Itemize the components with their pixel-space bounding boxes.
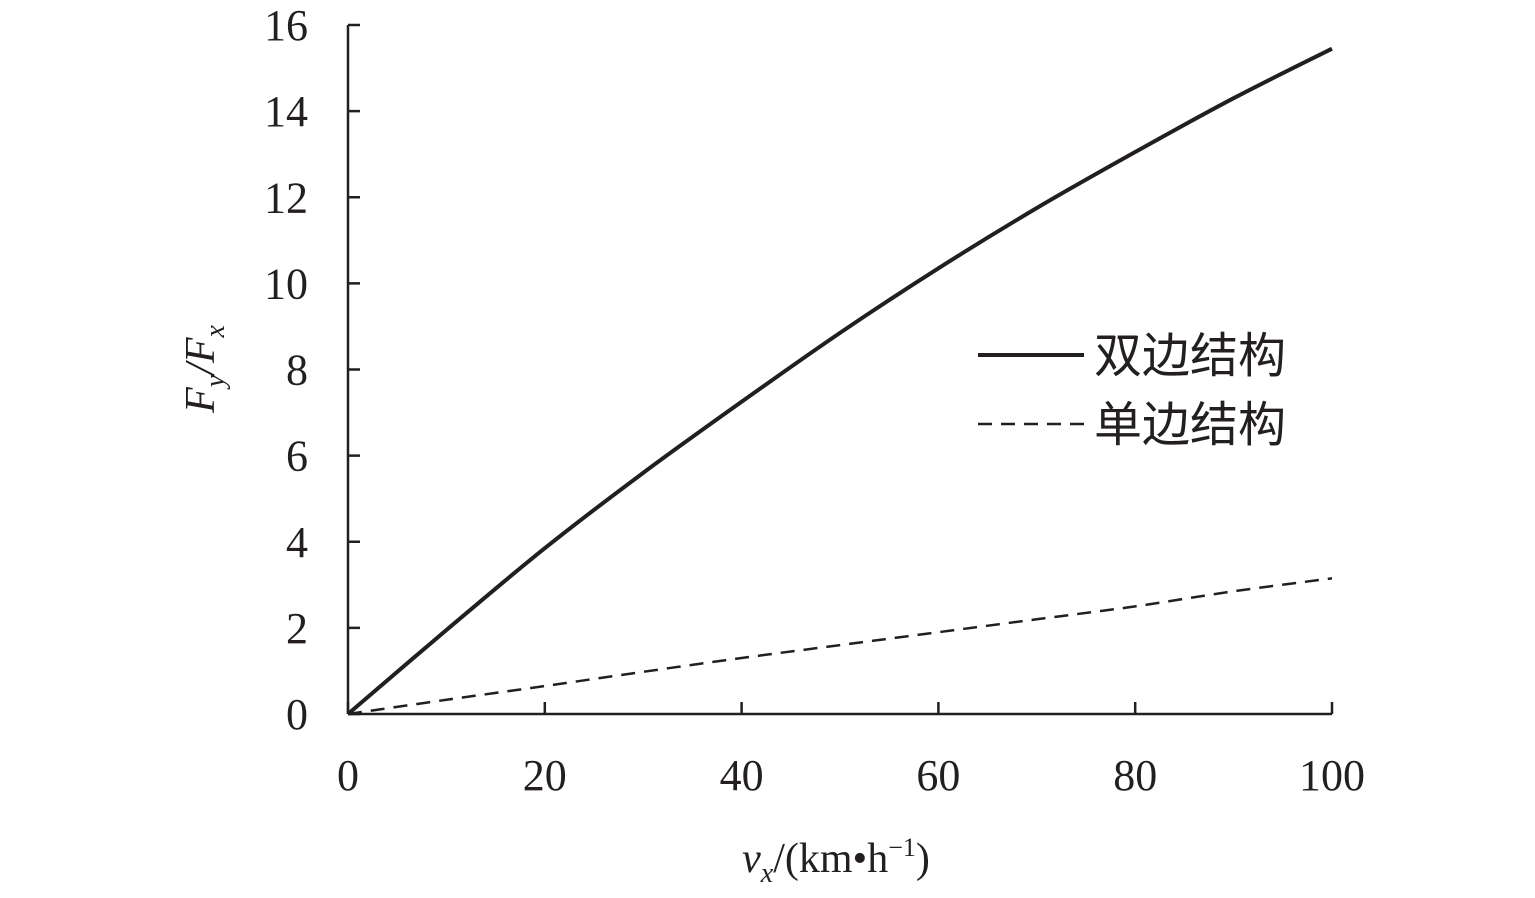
y-tick-label: 4 bbox=[286, 518, 308, 567]
series-line-double-sided bbox=[346, 46, 1333, 716]
y-tick-label: 12 bbox=[264, 173, 308, 222]
x-axis-label: vx/(km•h−1) bbox=[742, 833, 930, 889]
legend: 双边结构 单边结构 bbox=[978, 330, 1286, 452]
x-tick-label: 0 bbox=[337, 751, 359, 800]
y-tick-label: 0 bbox=[286, 690, 308, 739]
y-tick-label: 6 bbox=[286, 432, 308, 481]
y-tick-label: 2 bbox=[286, 604, 308, 653]
y-tick-label: 10 bbox=[264, 259, 308, 308]
series-line-single-sided bbox=[347, 577, 1333, 716]
legend-label-double-sided: 双边结构 bbox=[1094, 330, 1286, 383]
ticks: 0 20 40 60 80 100 0 2 4 6 8 10 12 14 16 bbox=[264, 1, 1365, 800]
y-tick-label: 8 bbox=[286, 346, 308, 395]
x-tick-label: 20 bbox=[523, 751, 567, 800]
x-tick-label: 80 bbox=[1113, 751, 1157, 800]
y-tick-label: 16 bbox=[264, 1, 308, 50]
legend-item-single-sided: 单边结构 bbox=[978, 399, 1286, 452]
y-axis-title: Fy/Fx bbox=[178, 325, 231, 414]
series-group bbox=[346, 46, 1333, 716]
x-tick-label: 100 bbox=[1299, 751, 1365, 800]
legend-item-double-sided: 双边结构 bbox=[978, 330, 1286, 383]
y-tick-label: 14 bbox=[264, 87, 308, 136]
x-tick-label: 40 bbox=[720, 751, 764, 800]
x-tick-label: 60 bbox=[916, 751, 960, 800]
y-axis-label: Fy/Fx bbox=[178, 325, 231, 414]
legend-label-single-sided: 单边结构 bbox=[1094, 399, 1286, 452]
